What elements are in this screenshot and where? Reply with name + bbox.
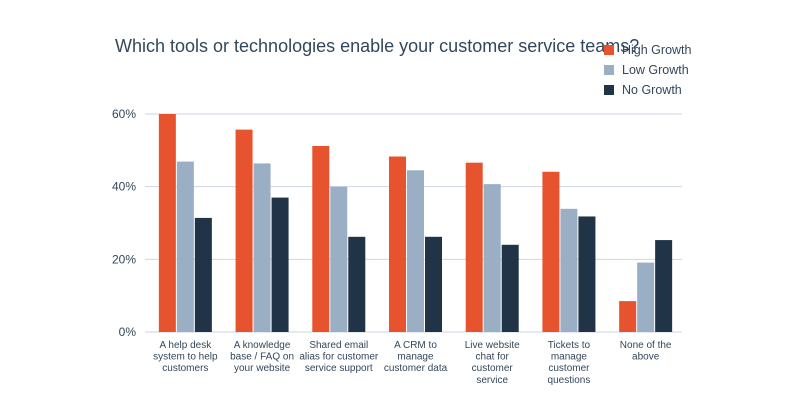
bar-high-growth-1 bbox=[235, 129, 253, 332]
bar-no-growth-6 bbox=[655, 240, 673, 332]
bar-no-growth-0 bbox=[194, 217, 212, 332]
x-tick-label: A help desk system to help customers bbox=[153, 340, 218, 374]
bar-no-growth-5 bbox=[578, 216, 596, 332]
legend-swatch-no-growth bbox=[604, 85, 614, 95]
y-tick-label: 40% bbox=[112, 180, 136, 194]
bar-low-growth-2 bbox=[330, 186, 348, 332]
bar-high-growth-2 bbox=[312, 145, 330, 332]
bar-low-growth-1 bbox=[253, 163, 271, 332]
x-tick-label: A knowledge base / FAQ on your website bbox=[230, 340, 294, 374]
bar-no-growth-2 bbox=[348, 236, 366, 332]
bar-high-growth-3 bbox=[389, 156, 406, 332]
x-tick-label: A CRM to manage customer data bbox=[384, 340, 448, 374]
bar-no-growth-4 bbox=[501, 244, 519, 332]
y-tick-label: 60% bbox=[112, 107, 136, 121]
legend-swatch-high-growth bbox=[604, 45, 614, 55]
bar-low-growth-5 bbox=[560, 208, 578, 332]
bar-high-growth-0 bbox=[158, 114, 176, 332]
x-tick-label: Tickets to manage customer questions bbox=[548, 340, 591, 386]
bar-no-growth-3 bbox=[425, 236, 442, 332]
legend-label-no-growth: No Growth bbox=[622, 83, 682, 97]
x-tick-label: None of the above bbox=[620, 340, 672, 363]
bar-low-growth-0 bbox=[176, 161, 194, 332]
y-tick-label: 0% bbox=[119, 325, 137, 339]
chart-title: Which tools or technologies enable your … bbox=[115, 36, 640, 56]
legend-item-low-growth: Low Growth bbox=[604, 60, 784, 80]
x-tick-label: Shared email alias for customer service su… bbox=[299, 340, 379, 374]
bar-low-growth-4 bbox=[483, 184, 501, 332]
bar-high-growth-4 bbox=[465, 162, 483, 332]
chart-legend: High Growth Low Growth No Growth bbox=[604, 40, 784, 100]
bar-low-growth-6 bbox=[637, 262, 655, 332]
legend-item-high-growth: High Growth bbox=[604, 40, 784, 60]
legend-label-high-growth: High Growth bbox=[622, 43, 692, 57]
y-tick-label: 20% bbox=[112, 252, 136, 266]
bar-high-growth-5 bbox=[542, 171, 560, 332]
legend-item-no-growth: No Growth bbox=[604, 80, 784, 100]
x-tick-label: Live website chat for customer service bbox=[465, 340, 520, 386]
legend-swatch-low-growth bbox=[604, 65, 614, 75]
bar-no-growth-1 bbox=[271, 197, 289, 332]
bar-high-growth-6 bbox=[619, 301, 637, 332]
bar-low-growth-3 bbox=[407, 170, 424, 332]
legend-label-low-growth: Low Growth bbox=[622, 63, 689, 77]
